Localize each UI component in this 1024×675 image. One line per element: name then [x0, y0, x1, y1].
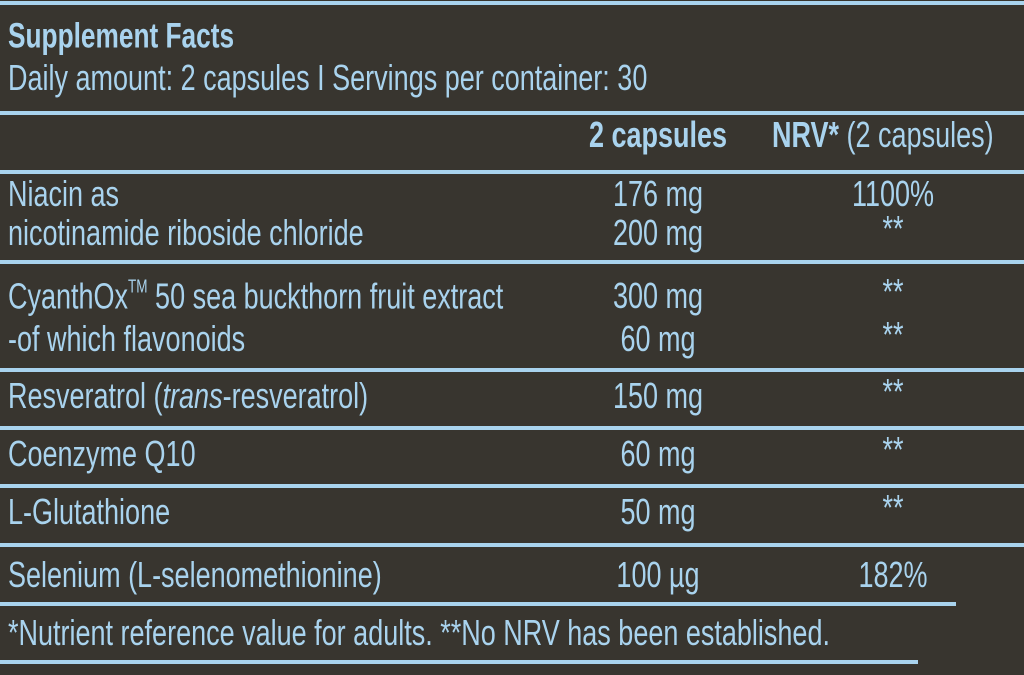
name-part: Coenzyme Q10: [8, 433, 196, 474]
separator: [0, 426, 1024, 430]
separator: [0, 484, 1024, 488]
amount: 60 mg: [620, 433, 696, 474]
name-part: CyanthOx: [8, 275, 129, 317]
amount: 300 mg: [612, 275, 704, 316]
separator: [0, 1, 1024, 5]
separator: [0, 660, 918, 664]
name-part: Selenium (L-selenomethionine): [8, 554, 382, 595]
name-part: 50 sea buckthorn fruit extract: [147, 275, 504, 317]
ingredient-name: nicotinamide riboside chloride: [8, 215, 364, 251]
column-header: 2 capsules: [588, 114, 728, 155]
amount: 60 mg: [620, 318, 696, 359]
separator: [0, 602, 956, 606]
amount: 200 mg: [612, 212, 704, 253]
separator: [0, 368, 1024, 372]
name-part: -resveratrol): [222, 375, 369, 416]
ingredient-name: Selenium (L-selenomethionine): [8, 557, 382, 593]
subtitle: Daily amount: 2 capsules I Servings per …: [8, 57, 648, 98]
nrv: 1100%: [851, 173, 935, 214]
nrv-header: NRV*: [772, 114, 840, 155]
nrv: **: [882, 208, 904, 249]
name-part: L-Glutathione: [8, 491, 171, 532]
name-part: Niacin as: [8, 173, 120, 214]
footnote: *Nutrient reference value for adults. **…: [8, 612, 830, 653]
name-part: -of which flavonoids: [8, 318, 246, 359]
separator: [0, 543, 1024, 547]
amount: 50 mg: [620, 491, 696, 532]
separator: [0, 260, 1024, 264]
ingredient-name: L-Glutathione: [8, 494, 170, 530]
nrv: **: [882, 429, 904, 470]
amount: 100 µg: [616, 554, 700, 595]
column-header: NRV* (2 capsules): [772, 117, 994, 153]
amount: 176 mg: [612, 173, 704, 214]
name-part: Resveratrol (: [8, 375, 163, 416]
nrv: **: [882, 271, 904, 312]
ingredient-name: Niacin as: [8, 176, 119, 212]
ingredient-name: CyanthOxTM 50 sea buckthorn fruit extrac…: [8, 277, 503, 314]
separator: [0, 111, 1024, 115]
name-part: TM: [128, 276, 148, 297]
nrv: 182%: [858, 554, 928, 595]
nrv: **: [882, 371, 904, 412]
name-part: trans: [162, 375, 223, 416]
ingredient-name: -of which flavonoids: [8, 321, 245, 357]
name-part: nicotinamide riboside chloride: [8, 212, 364, 253]
nrv: **: [882, 314, 904, 355]
nrv-note: (2 capsules): [846, 114, 994, 155]
ingredient-name: Resveratrol (trans-resveratrol): [8, 378, 368, 414]
nrv: **: [882, 487, 904, 528]
amount: 150 mg: [612, 375, 704, 416]
ingredient-name: Coenzyme Q10: [8, 436, 196, 472]
title: Supplement Facts: [8, 16, 235, 56]
separator: [0, 170, 1024, 174]
